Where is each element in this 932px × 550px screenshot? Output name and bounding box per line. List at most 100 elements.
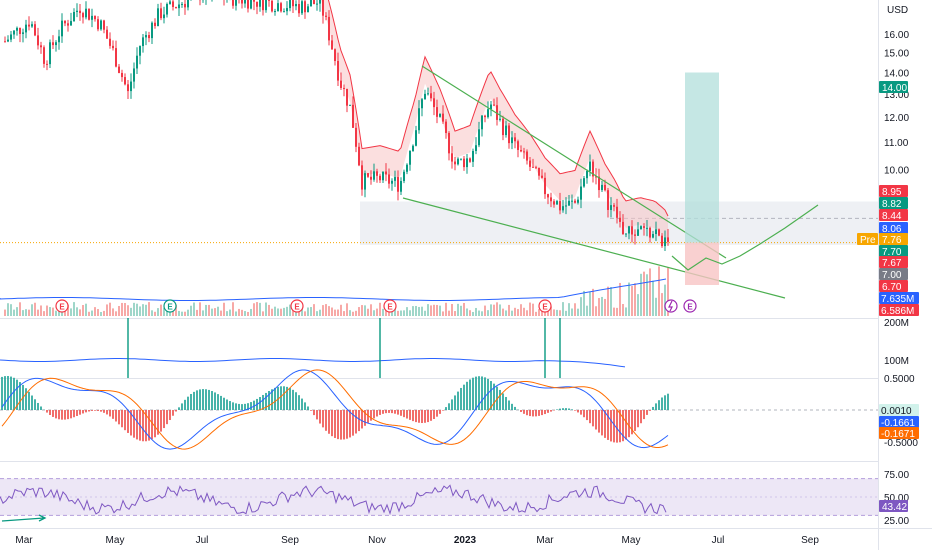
macd-histogram-bar (601, 410, 603, 436)
candle-body (361, 165, 363, 190)
volume-bar (661, 293, 663, 316)
volume-bar (406, 307, 408, 316)
macd-histogram-bar (280, 386, 282, 410)
candle (301, 0, 303, 16)
candle-body (583, 178, 585, 187)
volume-bar (565, 310, 567, 316)
candlestick-series[interactable] (4, 0, 669, 251)
volume-bar (370, 304, 372, 316)
macd-histogram-bar (328, 410, 330, 434)
macd-histogram-bar (67, 410, 69, 420)
candle-body (142, 37, 144, 47)
earnings-marker[interactable]: E (383, 299, 397, 313)
candle-body (85, 8, 87, 18)
candle-body (58, 36, 60, 43)
candle (244, 0, 246, 8)
candle-body (400, 181, 402, 192)
volume-bar (202, 310, 204, 316)
macd-histogram-bar (340, 410, 342, 440)
macd-histogram-bar (397, 410, 399, 415)
candle (136, 47, 138, 75)
target-stop-zone (685, 242, 719, 285)
volume-bar (223, 302, 225, 316)
candle (373, 163, 375, 182)
earnings-marker-label: E (167, 303, 173, 312)
candle (109, 32, 111, 49)
candle-body (451, 153, 453, 162)
wedge-lower-line (402, 197, 786, 299)
earnings-marker[interactable]: E (163, 299, 177, 313)
macd-pane[interactable]: 0.5000 -0.5000 (0, 369, 918, 450)
time-axis[interactable]: Mar May Jul Sep Nov 2023 Mar May Jul Sep (15, 535, 819, 546)
candle-body (610, 205, 612, 210)
candle-body (16, 27, 18, 31)
macd-histogram-bar (325, 410, 327, 431)
volume-bar (583, 290, 585, 316)
price-tag: 8.06 (879, 222, 908, 235)
candle-body (625, 233, 627, 235)
candle-body (286, 8, 288, 12)
candle-body (130, 81, 132, 92)
volume-bar (226, 311, 228, 316)
macd-tick-label: 0.5000 (884, 374, 915, 385)
candle (652, 230, 654, 239)
earnings-marker[interactable]: E (55, 299, 69, 313)
candle-body (133, 68, 135, 82)
volume-bar (622, 304, 624, 316)
macd-histogram-bar (628, 410, 630, 438)
candle-body (580, 186, 582, 200)
candle-body (421, 99, 423, 109)
volume-bar (97, 309, 99, 316)
earnings-marker[interactable]: E (683, 299, 697, 313)
arrow-head-icon (38, 514, 47, 522)
candle-body (262, 0, 264, 11)
candle (187, 0, 189, 11)
price-pane[interactable] (0, 0, 878, 316)
volume-bar (643, 271, 645, 316)
candle-body (460, 158, 462, 160)
volume-bar (304, 311, 306, 316)
candle (25, 19, 27, 39)
candle-body (256, 1, 258, 7)
macd-histogram-bar (169, 410, 171, 421)
volume-bar (580, 297, 582, 316)
candle (442, 105, 444, 124)
candle (499, 110, 501, 122)
macd-histogram-bar (457, 391, 459, 410)
macd-histogram-bar (394, 410, 396, 414)
macd-histogram-bar (250, 402, 252, 410)
projection-path (671, 204, 819, 271)
candle (148, 31, 150, 43)
earnings-marker[interactable]: E (290, 299, 304, 313)
candle-body (163, 14, 165, 19)
volume-pane[interactable]: 200M 100M (0, 318, 909, 378)
candle (523, 147, 525, 159)
candle-body (169, 1, 171, 4)
volume-bar (31, 304, 33, 316)
volume-bar (442, 311, 444, 316)
earnings-marker[interactable]: E (538, 299, 552, 313)
candle (553, 199, 555, 208)
macd-histogram-bar (499, 389, 501, 410)
volume-bar (55, 310, 57, 316)
candle-body (532, 166, 534, 168)
candle (487, 101, 489, 119)
candle (400, 177, 402, 196)
macd-histogram-bar (331, 410, 333, 437)
candle (424, 89, 426, 100)
volume-bar (634, 283, 636, 316)
volume-bar (187, 309, 189, 316)
volume-bar (613, 307, 615, 316)
candle-body (106, 29, 108, 39)
candle (490, 100, 492, 117)
macd-histogram-bar (283, 386, 285, 410)
price-tag: 14.00 (879, 81, 908, 94)
macd-histogram-bar (166, 410, 168, 425)
rsi-pane[interactable]: 75.00 50.00 25.00 (0, 470, 909, 527)
candle (31, 21, 33, 28)
wedge-upper-line (421, 65, 727, 259)
macd-histogram-bar (106, 410, 108, 415)
candle-body (265, 0, 267, 11)
